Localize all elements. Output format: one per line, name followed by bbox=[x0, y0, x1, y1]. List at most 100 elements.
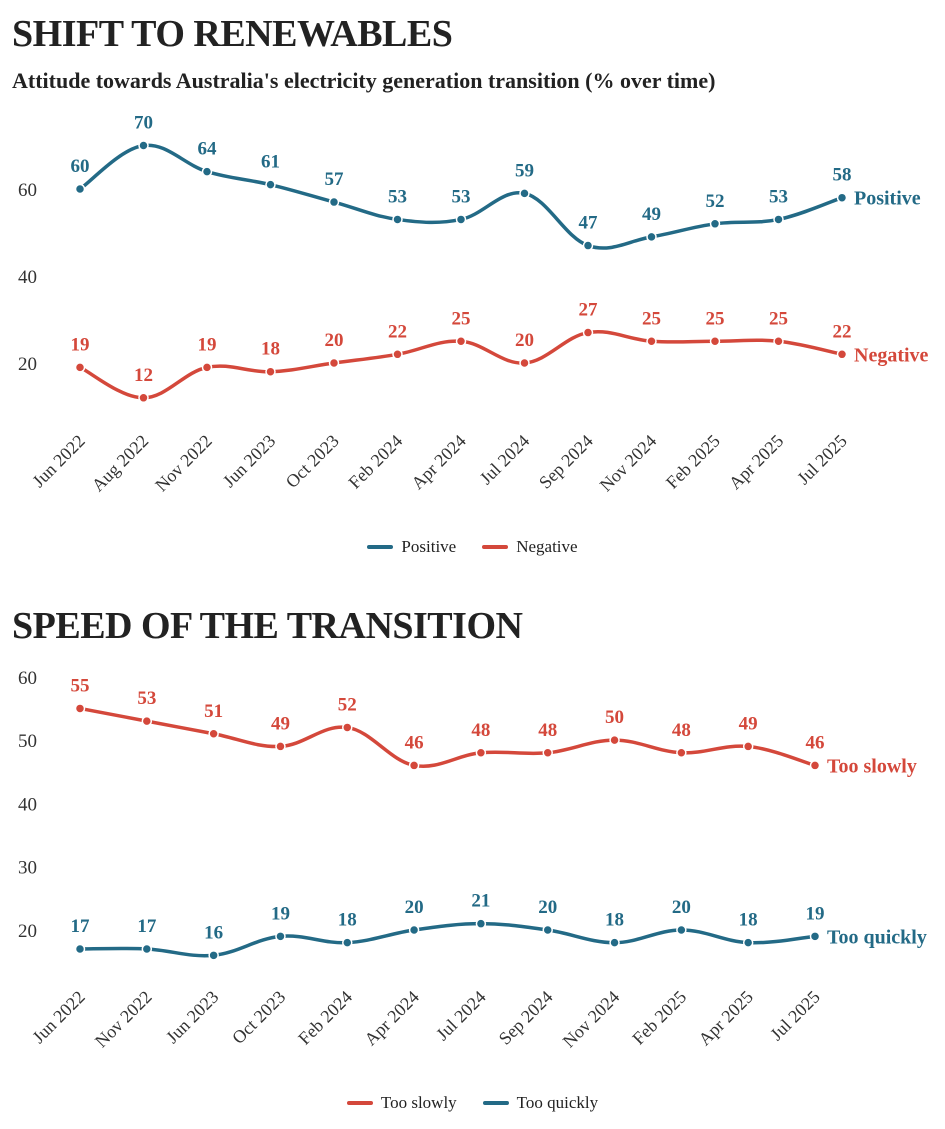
x-tick-label: Nov 2024 bbox=[559, 987, 624, 1052]
data-point-negative bbox=[138, 392, 149, 404]
data-point-positive bbox=[519, 188, 530, 199]
data-label-too-slowly: 48 bbox=[471, 720, 490, 741]
data-point-negative bbox=[582, 327, 594, 338]
data-point-positive bbox=[646, 231, 657, 243]
y-tick-label: 40 bbox=[18, 267, 37, 288]
x-tick-label: Apr 2024 bbox=[360, 987, 423, 1050]
data-point-too-quickly bbox=[141, 943, 153, 955]
data-label-too-slowly: 55 bbox=[71, 675, 90, 696]
data-point-too-slowly bbox=[742, 741, 754, 752]
data-point-negative bbox=[201, 362, 213, 373]
data-label-too-slowly: 48 bbox=[672, 720, 691, 741]
data-point-too-quickly bbox=[742, 937, 754, 948]
data-label-negative: 27 bbox=[579, 300, 599, 321]
data-label-negative: 20 bbox=[325, 330, 344, 351]
data-point-positive bbox=[582, 240, 594, 251]
x-tick-label: Sep 2024 bbox=[495, 987, 557, 1049]
data-label-positive: 53 bbox=[769, 186, 788, 207]
chart2-title: SPEED OF THE TRANSITION bbox=[12, 605, 523, 647]
data-label-positive: 49 bbox=[642, 204, 661, 225]
data-point-positive bbox=[138, 140, 149, 151]
legend-label-negative: Negative bbox=[516, 537, 578, 556]
data-point-too-quickly bbox=[408, 924, 420, 936]
data-point-negative bbox=[74, 362, 86, 373]
chart1-title: SHIFT TO RENEWABLES bbox=[12, 13, 453, 55]
data-label-positive: 53 bbox=[452, 186, 471, 207]
data-label-negative: 20 bbox=[515, 330, 534, 351]
data-point-too-slowly bbox=[609, 734, 620, 746]
x-tick-label: Jul 2024 bbox=[432, 987, 490, 1045]
x-tick-label: Jul 2025 bbox=[766, 987, 824, 1045]
data-label-positive: 47 bbox=[579, 213, 599, 234]
legend-swatch-too-quickly bbox=[482, 1101, 509, 1105]
data-label-too-slowly: 48 bbox=[538, 720, 557, 741]
y-tick-label: 60 bbox=[18, 668, 37, 689]
data-point-positive bbox=[836, 192, 848, 203]
data-point-positive bbox=[265, 179, 276, 190]
chart1-legend: Positive Negative bbox=[0, 537, 945, 557]
data-point-negative bbox=[709, 336, 721, 347]
x-tick-label: Nov 2022 bbox=[91, 987, 156, 1052]
data-label-negative: 25 bbox=[452, 308, 471, 329]
x-tick-label: Jun 2023 bbox=[162, 987, 222, 1047]
data-label-too-slowly: 51 bbox=[204, 701, 223, 722]
legend-item-too-slowly: Too slowly bbox=[346, 1093, 457, 1113]
legend-label-too-quickly: Too quickly bbox=[516, 1093, 599, 1112]
data-point-too-quickly bbox=[275, 931, 286, 942]
legend-swatch-too-slowly bbox=[346, 1101, 373, 1105]
data-point-negative bbox=[455, 336, 467, 347]
data-label-positive: 58 bbox=[833, 165, 852, 186]
data-label-negative: 19 bbox=[71, 334, 90, 355]
data-point-too-quickly bbox=[676, 924, 687, 936]
data-point-negative bbox=[392, 349, 403, 360]
data-label-too-quickly: 16 bbox=[204, 922, 223, 943]
data-label-too-quickly: 18 bbox=[605, 910, 624, 931]
data-point-positive bbox=[328, 196, 340, 208]
data-point-negative bbox=[836, 349, 848, 360]
data-label-negative: 12 bbox=[134, 365, 153, 386]
data-label-too-quickly: 21 bbox=[471, 891, 490, 912]
data-point-too-quickly bbox=[74, 943, 86, 955]
speed-line-chart: 20 30 40 50 60 Jun 2022 Nov 2022 Jun 2023 Oct 20… bbox=[18, 668, 927, 1052]
data-label-too-slowly: 53 bbox=[137, 688, 156, 709]
data-label-too-quickly: 17 bbox=[137, 916, 157, 937]
data-label-negative: 22 bbox=[388, 321, 407, 342]
data-label-too-slowly: 49 bbox=[271, 713, 290, 734]
y-tick-label: 60 bbox=[18, 180, 37, 201]
y-tick-label: 20 bbox=[18, 921, 37, 942]
y-tick-label: 40 bbox=[18, 794, 37, 815]
series-line-too-quickly bbox=[78, 921, 817, 958]
data-label-too-slowly: 46 bbox=[806, 732, 825, 753]
data-label-negative: 18 bbox=[261, 339, 280, 360]
data-point-too-quickly bbox=[342, 937, 353, 948]
data-label-too-quickly: 20 bbox=[672, 897, 691, 918]
data-label-negative: 19 bbox=[198, 334, 217, 355]
legend-item-too-quickly: Too quickly bbox=[482, 1093, 599, 1113]
data-point-positive bbox=[709, 218, 721, 230]
series-line-too-slowly bbox=[78, 706, 817, 769]
data-label-negative: 25 bbox=[706, 308, 725, 329]
data-point-too-quickly bbox=[809, 931, 821, 942]
data-label-too-quickly: 18 bbox=[739, 910, 758, 931]
data-point-negative bbox=[646, 336, 657, 347]
data-point-too-slowly bbox=[342, 722, 353, 733]
legend-item-positive: Positive bbox=[367, 537, 456, 557]
y-tick-label: 50 bbox=[18, 731, 37, 752]
data-point-too-slowly bbox=[542, 747, 553, 759]
data-label-negative: 22 bbox=[833, 321, 852, 342]
data-point-negative bbox=[328, 357, 340, 369]
series-end-label-negative: Negative bbox=[854, 344, 929, 366]
data-label-positive: 64 bbox=[198, 139, 218, 160]
x-tick-label: Apr 2025 bbox=[694, 987, 757, 1050]
data-label-positive: 57 bbox=[325, 169, 345, 190]
data-label-too-slowly: 52 bbox=[338, 694, 357, 715]
data-label-too-quickly: 19 bbox=[271, 903, 290, 924]
data-point-positive bbox=[201, 166, 213, 177]
series-end-label-too-slowly: Too slowly bbox=[827, 755, 917, 777]
data-label-too-slowly: 50 bbox=[605, 707, 624, 728]
data-point-too-slowly bbox=[809, 760, 821, 771]
x-tick-label: Oct 2023 bbox=[228, 987, 289, 1048]
data-label-negative: 25 bbox=[769, 308, 788, 329]
data-label-too-quickly: 20 bbox=[538, 897, 557, 918]
